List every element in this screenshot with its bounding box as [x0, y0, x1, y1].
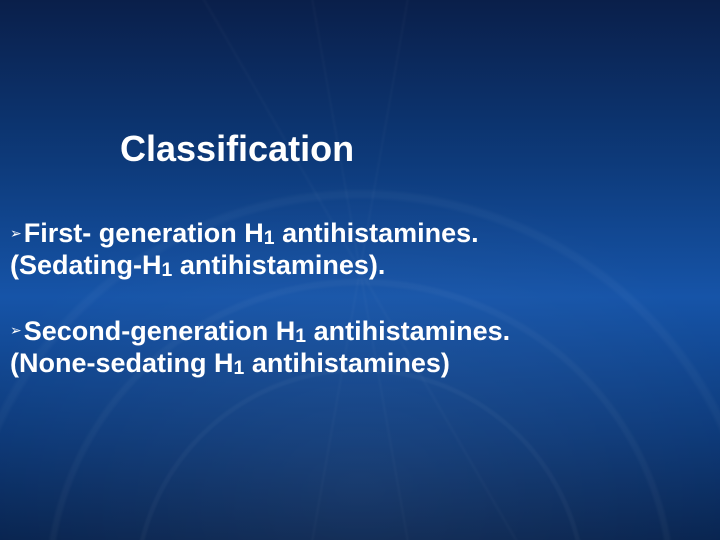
slide: Classification ➢First- generation H1 ant…: [0, 0, 720, 540]
subscript: 1: [295, 325, 306, 348]
bullet-item: ➢Second-generation H1 antihistamines. (N…: [10, 316, 700, 380]
subscript: 1: [264, 227, 275, 250]
bullet-line-2: (None-sedating H1 antihistamines): [10, 348, 700, 380]
text-fragment: antihistamines).: [172, 250, 385, 280]
chevron-icon: ➢: [10, 322, 22, 339]
text-fragment: (None-sedating H: [10, 348, 234, 378]
bullet-line-1: ➢First- generation H1 antihistamines.: [10, 218, 700, 250]
bullet-line-1: ➢Second-generation H1 antihistamines.: [10, 316, 700, 348]
bullet-item: ➢First- generation H1 antihistamines. (S…: [10, 218, 700, 282]
text-fragment: antihistamines.: [275, 218, 479, 248]
text-fragment: First- generation H: [24, 218, 264, 248]
text-fragment: antihistamines): [244, 348, 450, 378]
text-fragment: (Sedating-H: [10, 250, 162, 280]
text-fragment: antihistamines.: [306, 316, 510, 346]
subscript: 1: [162, 259, 173, 282]
bullet-list: ➢First- generation H1 antihistamines. (S…: [10, 218, 700, 413]
slide-title: Classification: [120, 128, 354, 170]
chevron-icon: ➢: [10, 225, 22, 242]
subscript: 1: [234, 357, 245, 380]
bullet-line-2: (Sedating-H1 antihistamines).: [10, 250, 700, 282]
text-fragment: Second-generation H: [24, 316, 296, 346]
